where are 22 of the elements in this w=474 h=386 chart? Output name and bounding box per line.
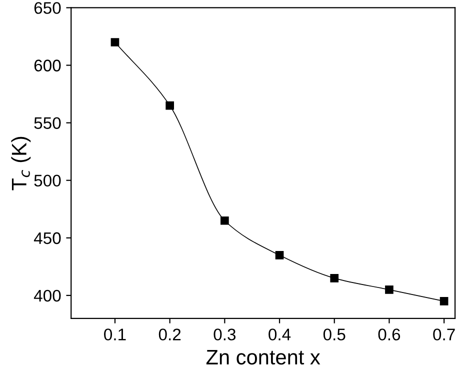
x-tick-label: 0.6 <box>378 328 400 340</box>
point <box>220 216 229 225</box>
point <box>440 297 448 306</box>
point <box>330 274 339 282</box>
x-tick-label: 0.5 <box>323 328 346 340</box>
x-tick-label: 0.2 <box>158 328 181 340</box>
x-tick-label: 0.4 <box>268 328 291 340</box>
y-tick-label: 400 <box>34 290 61 302</box>
point <box>385 286 394 294</box>
y-tick-label: 550 <box>34 117 61 130</box>
x-tick-label: 0.1 <box>104 328 126 340</box>
x-tick-label: 0.3 <box>214 328 236 340</box>
y-tick-label: 600 <box>34 60 61 72</box>
x-tick-label: 0.7 <box>433 328 455 340</box>
y-tick-label: 450 <box>34 232 61 244</box>
x-axis-title: Zn content x <box>206 350 320 365</box>
point <box>110 38 120 46</box>
point <box>275 250 284 260</box>
y-tick-label: 650 <box>34 2 61 14</box>
y-tick-label: 500 <box>34 174 61 187</box>
point <box>166 101 174 110</box>
y-axis-title: T$_{c}$ (K) <box>11 136 31 190</box>
